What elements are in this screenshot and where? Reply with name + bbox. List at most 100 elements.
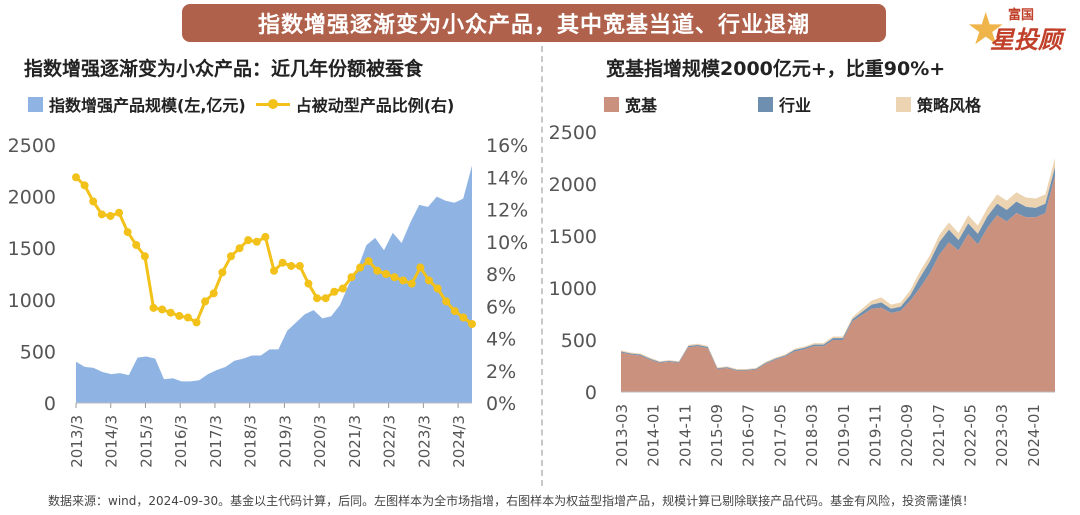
- legend-label-strategy: 策略风格: [917, 96, 982, 115]
- ratio-point: [356, 263, 365, 272]
- legend-area-swatch: [28, 96, 43, 112]
- right-x-tick-label: 2020-09: [898, 404, 916, 467]
- legend-label-ratio: 占被动型产品比例(右): [295, 96, 455, 115]
- right-y-tick-label: 10%: [486, 232, 528, 254]
- right-chart-y-tick-label: 1500: [549, 226, 597, 248]
- ratio-point: [442, 297, 451, 306]
- ratio-point: [321, 294, 330, 303]
- banner-title: 指数增强逐渐变为小众产品，其中宽基当道、行业退潮: [182, 4, 886, 42]
- left-y-tick-label: 2500: [8, 135, 56, 157]
- ratio-point: [364, 257, 373, 266]
- right-y-tick-label: 8%: [486, 264, 516, 286]
- ratio-point: [450, 307, 459, 316]
- left-y-tick-label: 1000: [8, 290, 56, 312]
- right-legend-strategy: 策略风格: [896, 92, 981, 116]
- left-y-tick-label: 1500: [8, 238, 56, 260]
- ratio-point: [287, 261, 296, 270]
- logo-top-text: 富国: [1008, 8, 1035, 23]
- right-y-tick-label: 0%: [486, 393, 516, 415]
- left-x-tick-label: 2023/3: [415, 415, 433, 468]
- ratio-point: [140, 252, 149, 261]
- right-x-tick-label: 2024-01: [1025, 404, 1043, 467]
- left-chart: 0 500 1000 1500 2000 2500 0% 2% 4% 6% 8% 10% 12% 14% 1…: [8, 135, 529, 468]
- right-legend-industry: 行业: [758, 92, 811, 116]
- left-chart-title: 指数增强逐渐变为小众产品：近几年份额被蚕食: [24, 58, 424, 80]
- legend-line-swatch: [255, 97, 290, 111]
- ratio-point: [416, 263, 425, 272]
- right-y-tick-label: 16%: [486, 135, 528, 157]
- ratio-point: [381, 270, 390, 278]
- left-x-tick-label: 2017/3: [207, 415, 225, 468]
- brand-logo: ★ 富国 星投顾: [962, 2, 1074, 56]
- ratio-point: [209, 289, 218, 298]
- ratio-point: [390, 273, 399, 282]
- ratio-point: [192, 318, 201, 327]
- ratio-point: [278, 258, 287, 267]
- left-legend: 指数增强产品规模(左,亿元) 占被动型产品比例(右): [28, 92, 454, 116]
- ratio-point: [347, 273, 356, 282]
- ratio-point: [468, 319, 476, 328]
- logo-main-text: 星投顾: [990, 26, 1062, 54]
- ratio-point: [433, 284, 442, 293]
- right-x-tick-label: 2022-05: [961, 404, 979, 467]
- right-chart-y-tick-label: 1000: [549, 278, 597, 300]
- ratio-point: [132, 240, 141, 249]
- right-y-tick-label: 14%: [486, 167, 528, 189]
- legend-label-broad: 宽基: [625, 96, 658, 115]
- left-x-tick-label: 2013/3: [68, 415, 86, 468]
- ratio-point: [72, 173, 80, 182]
- left-y-tick-label: 0: [44, 393, 56, 415]
- ratio-point: [330, 287, 339, 296]
- ratio-point: [304, 279, 313, 288]
- legend-label-industry: 行业: [779, 96, 812, 115]
- left-x-tick-label: 2016/3: [172, 415, 190, 468]
- ratio-point: [235, 244, 244, 253]
- ratio-point: [106, 211, 115, 220]
- left-y-tick-label: 2000: [8, 187, 56, 209]
- right-x-tick-label: 2014-11: [676, 404, 694, 467]
- ratio-point: [295, 261, 304, 270]
- ratio-point: [226, 252, 235, 261]
- ratio-point: [175, 311, 184, 320]
- right-y-tick-label: 12%: [486, 200, 528, 222]
- right-x-tick-label: 2023-03: [993, 404, 1011, 467]
- right-chart-title: 宽基指增规模2000亿元+，比重90%+: [606, 58, 946, 80]
- legend-label-scale: 指数增强产品规模(左,亿元): [49, 96, 246, 115]
- ratio-point: [270, 266, 278, 275]
- ratio-point: [218, 268, 227, 277]
- right-x-tick-label: 2019-01: [835, 404, 853, 467]
- right-y-tick-label: 6%: [486, 296, 516, 318]
- ratio-point: [252, 237, 261, 246]
- ratio-point: [115, 208, 124, 217]
- footer-note: 数据来源：wind，2024-09-30。基金以主代码计算，后同。左图样本为全市…: [48, 494, 975, 508]
- right-x-tick-label: 2015-09: [708, 404, 726, 467]
- left-x-tick-label: 2020/3: [311, 415, 329, 468]
- right-chart-y-tick-label: 2000: [549, 174, 597, 196]
- ratio-point: [80, 181, 89, 190]
- right-chart: 0 500 1000 1500 2000 2500 2013-03 2014-01 2014-1…: [549, 122, 1055, 467]
- ratio-point: [158, 305, 167, 314]
- left-x-tick-label: 2021/3: [346, 415, 364, 468]
- left-x-tick-label: 2024/3: [450, 415, 468, 468]
- right-y-tick-label: 2%: [486, 361, 516, 383]
- legend-broad-swatch: [604, 96, 619, 112]
- right-legend-broad: 宽基: [604, 92, 657, 116]
- left-x-tick-label: 2015/3: [137, 415, 155, 468]
- right-x-tick-label: 2019-11: [866, 404, 884, 467]
- legend-strategy-swatch: [896, 96, 911, 112]
- ratio-point: [424, 276, 433, 285]
- right-chart-y-tick-label: 0: [585, 382, 597, 404]
- legend-industry-swatch: [758, 96, 773, 112]
- left-x-tick-label: 2018/3: [242, 415, 260, 468]
- right-x-tick-label: 2018-03: [803, 404, 821, 467]
- right-chart-y-tick-label: 2500: [549, 122, 597, 144]
- ratio-point: [183, 313, 192, 322]
- right-x-tick-label: 2017-05: [771, 404, 789, 467]
- star-icon: ★: [966, 4, 1006, 55]
- left-x-tick-label: 2014/3: [103, 415, 121, 468]
- ratio-point: [313, 294, 322, 303]
- panel-divider: [541, 46, 543, 486]
- ratio-point: [166, 308, 175, 317]
- scale-area-series: [76, 165, 472, 403]
- right-x-tick-label: 2021-07: [930, 404, 948, 467]
